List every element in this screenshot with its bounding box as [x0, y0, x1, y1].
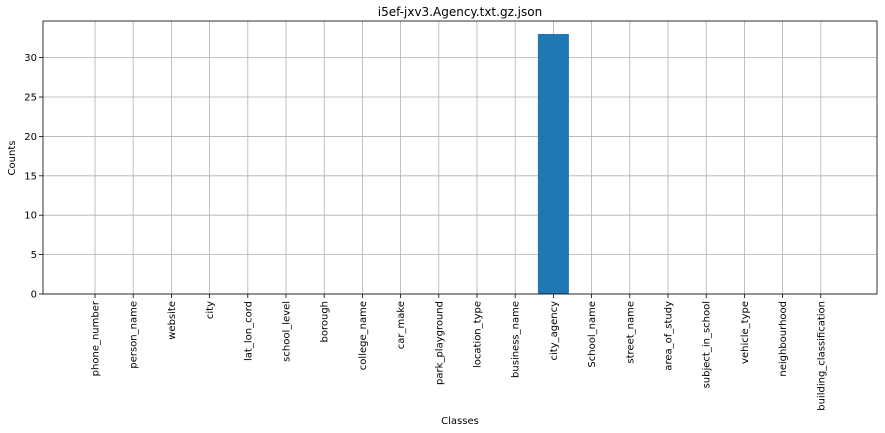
x-tick-label: person_name [129, 301, 140, 369]
x-axis-label: Classes [441, 416, 479, 427]
x-tick-label: car_make [396, 301, 407, 349]
bar-city_agency [537, 34, 569, 294]
x-tick-label: borough [320, 301, 331, 343]
x-tick-label: street_name [625, 301, 636, 364]
y-tick-label: 30 [24, 53, 37, 64]
bars [537, 34, 569, 294]
x-tick-label: neighbourhood [778, 301, 789, 377]
x-tick-label: area_of_study [664, 301, 675, 371]
x-axis-ticks: phone_number person_name website city lat_lo… [91, 294, 827, 411]
y-tick-label: 5 [31, 250, 37, 261]
y-tick-label: 15 [24, 171, 37, 182]
y-tick-label: 10 [24, 211, 37, 222]
plot-area-frame [42, 20, 878, 295]
x-tick-label: park_playground [434, 301, 445, 385]
x-tick-label: college_name [358, 301, 369, 370]
x-tick-label: lat_lon_cord [243, 301, 254, 361]
x-tick-label: vehicle_type [740, 301, 751, 364]
x-tick-label: phone_number [91, 300, 102, 376]
grid-lines [43, 21, 877, 295]
x-tick-label: subject_in_school [702, 301, 713, 388]
chart-title: i5ef-jxv3.Agency.txt.gz.json [378, 5, 542, 19]
y-tick-label: 0 [31, 290, 37, 301]
x-tick-label: School_name [587, 301, 598, 368]
x-tick-label: school_level [282, 301, 293, 362]
y-axis-ticks: 0 5 10 15 20 25 30 [24, 53, 43, 301]
x-tick-label: building_classification [816, 301, 827, 411]
x-tick-label: city [205, 301, 216, 319]
y-tick-label: 20 [24, 132, 37, 143]
x-tick-label: location_type [473, 301, 484, 368]
y-tick-label: 25 [24, 93, 37, 104]
x-tick-label: business_name [511, 301, 522, 378]
y-axis-label: Counts [7, 141, 18, 176]
x-tick-label: website [167, 301, 178, 340]
x-tick-label: city_agency [549, 301, 560, 361]
